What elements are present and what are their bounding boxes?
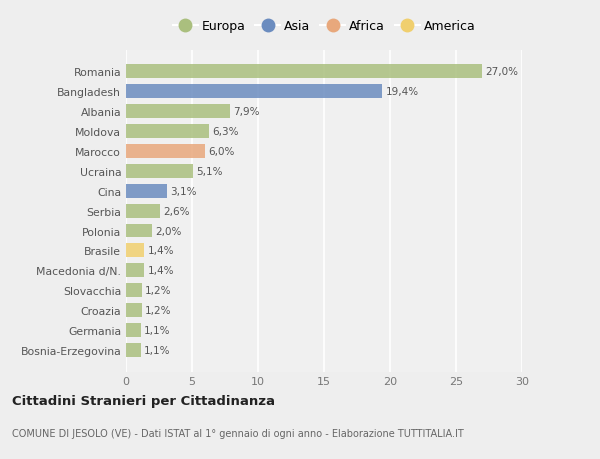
Bar (126, 204, 160, 218)
Text: 3,1%: 3,1% (170, 186, 197, 196)
Text: 2,0%: 2,0% (156, 226, 182, 236)
Bar (126, 125, 209, 139)
Bar (126, 145, 205, 158)
Text: 19,4%: 19,4% (385, 87, 419, 97)
Bar (126, 85, 382, 99)
Text: 27,0%: 27,0% (486, 67, 519, 77)
Bar (126, 284, 142, 297)
Text: 2,6%: 2,6% (164, 206, 190, 216)
Bar (126, 65, 482, 79)
Text: 1,1%: 1,1% (144, 325, 170, 336)
Bar (126, 324, 140, 337)
Bar (126, 164, 193, 179)
Bar (126, 105, 230, 119)
Text: 1,4%: 1,4% (148, 266, 174, 276)
Bar (126, 264, 145, 278)
Bar (126, 244, 145, 258)
Bar (126, 224, 152, 238)
Text: 6,0%: 6,0% (209, 146, 235, 157)
Text: 1,4%: 1,4% (148, 246, 174, 256)
Text: 5,1%: 5,1% (197, 167, 223, 176)
Text: 6,3%: 6,3% (212, 127, 239, 137)
Text: 7,9%: 7,9% (233, 107, 260, 117)
Text: 1,2%: 1,2% (145, 285, 172, 296)
Bar (126, 303, 142, 318)
Legend: Europa, Asia, Africa, America: Europa, Asia, Africa, America (167, 15, 481, 38)
Text: 1,1%: 1,1% (144, 345, 170, 355)
Text: 1,2%: 1,2% (145, 306, 172, 315)
Text: Cittadini Stranieri per Cittadinanza: Cittadini Stranieri per Cittadinanza (12, 394, 275, 407)
Bar (126, 185, 167, 198)
Bar (126, 343, 140, 357)
Text: COMUNE DI JESOLO (VE) - Dati ISTAT al 1° gennaio di ogni anno - Elaborazione TUT: COMUNE DI JESOLO (VE) - Dati ISTAT al 1°… (12, 428, 464, 438)
